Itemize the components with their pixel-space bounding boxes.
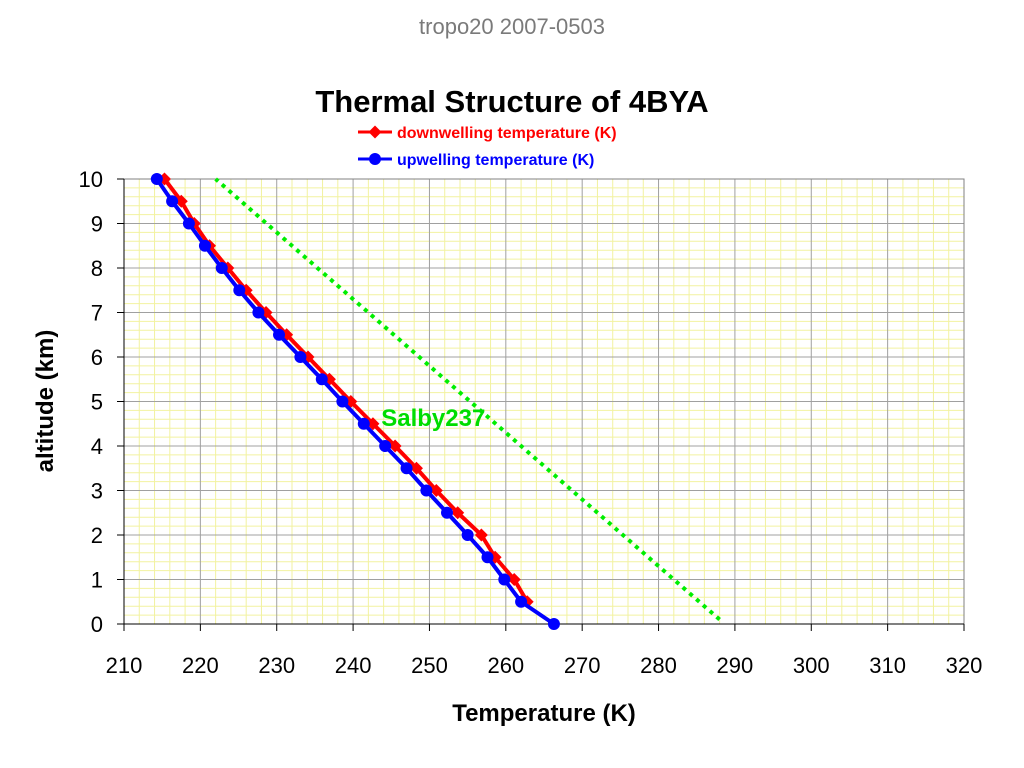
- upwelling-point: [166, 195, 179, 208]
- x-tick-label: 320: [946, 653, 983, 678]
- legend-item: downwelling temperature (K): [358, 125, 617, 142]
- x-tick-label: 250: [411, 653, 448, 678]
- upwelling-point: [420, 484, 433, 497]
- downwelling-point: [507, 573, 521, 586]
- upwelling-point: [461, 529, 474, 541]
- x-tick-label: 270: [564, 653, 601, 678]
- axis-ticks: [117, 178, 965, 631]
- upwelling-point: [498, 573, 511, 586]
- y-tick-label: 4: [91, 434, 103, 459]
- x-tick-label: 240: [335, 653, 372, 678]
- legend-marker: [369, 153, 381, 165]
- downwelling-line: [162, 177, 529, 603]
- x-tick-label: 280: [640, 653, 677, 678]
- downwelling-point: [174, 194, 188, 208]
- x-tick-label: 290: [717, 653, 754, 678]
- upwelling-series: [150, 173, 560, 630]
- legend-item: upwelling temperature (K): [358, 152, 594, 169]
- downwelling-point: [429, 484, 443, 497]
- upwelling-point: [198, 239, 211, 252]
- downwelling-point: [409, 461, 423, 475]
- y-tick-label: 2: [91, 523, 103, 548]
- legend-label: downwelling temperature (K): [397, 125, 617, 142]
- y-tick-label: 8: [91, 256, 103, 281]
- annotations: Salby237: [381, 405, 485, 432]
- upwelling-point: [294, 351, 307, 363]
- upwelling-point: [273, 328, 286, 341]
- x-axis-title: Temperature (K): [452, 700, 636, 727]
- upwelling-point: [357, 417, 370, 430]
- upwelling-point: [252, 306, 265, 319]
- y-tick-label: 5: [91, 390, 103, 415]
- upwelling-point: [481, 551, 494, 564]
- x-tick-label: 260: [487, 653, 524, 678]
- y-tick-labels: 0 1 2 3 4 5 6 7 8 9 10: [79, 167, 103, 637]
- upwelling-point: [547, 618, 560, 630]
- upwelling-point: [336, 395, 349, 408]
- major-grid: [123, 178, 965, 625]
- y-axis-title: altitude (km): [32, 330, 59, 473]
- upwelling-point: [315, 373, 328, 386]
- y-tick-label: 10: [79, 167, 103, 192]
- x-tick-label: 210: [106, 653, 143, 678]
- upwelling-point: [400, 462, 413, 475]
- downwelling-point: [388, 439, 402, 453]
- legend-label: upwelling temperature (K): [397, 152, 594, 169]
- x-tick-label: 300: [793, 653, 830, 678]
- chart-title: Thermal Structure of 4BYA: [315, 84, 708, 119]
- reference-line: [214, 177, 721, 622]
- y-tick-label: 3: [91, 479, 103, 504]
- upwelling-point: [515, 595, 528, 608]
- upwelling-point: [150, 173, 163, 185]
- downwelling-point: [366, 417, 380, 431]
- page-header: tropo20 2007-0503: [419, 14, 605, 39]
- y-tick-label: 1: [91, 568, 103, 593]
- downwelling-point: [474, 528, 488, 542]
- legend-marker: [368, 125, 382, 139]
- x-tick-label: 230: [258, 653, 295, 678]
- downwelling-point: [451, 506, 465, 520]
- y-tick-label: 9: [91, 212, 103, 237]
- reference-line-series: [214, 177, 721, 622]
- upwelling-point: [182, 217, 195, 230]
- y-tick-label: 7: [91, 301, 103, 326]
- upwelling-point: [441, 506, 454, 519]
- x-tick-label: 220: [182, 653, 219, 678]
- upwelling-point: [233, 284, 246, 297]
- legend: downwelling temperature (K) upwelling tem…: [358, 125, 617, 169]
- annotation-label: Salby237: [381, 405, 485, 432]
- x-tick-label: 310: [869, 653, 906, 678]
- x-tick-labels: 210 220 230 240 250 260 270 280 290 300 310 320: [106, 653, 983, 678]
- upwelling-point: [215, 262, 228, 274]
- y-tick-label: 0: [91, 612, 103, 637]
- y-tick-label: 6: [91, 345, 103, 370]
- upwelling-point: [379, 440, 392, 452]
- series-layer: [150, 172, 721, 630]
